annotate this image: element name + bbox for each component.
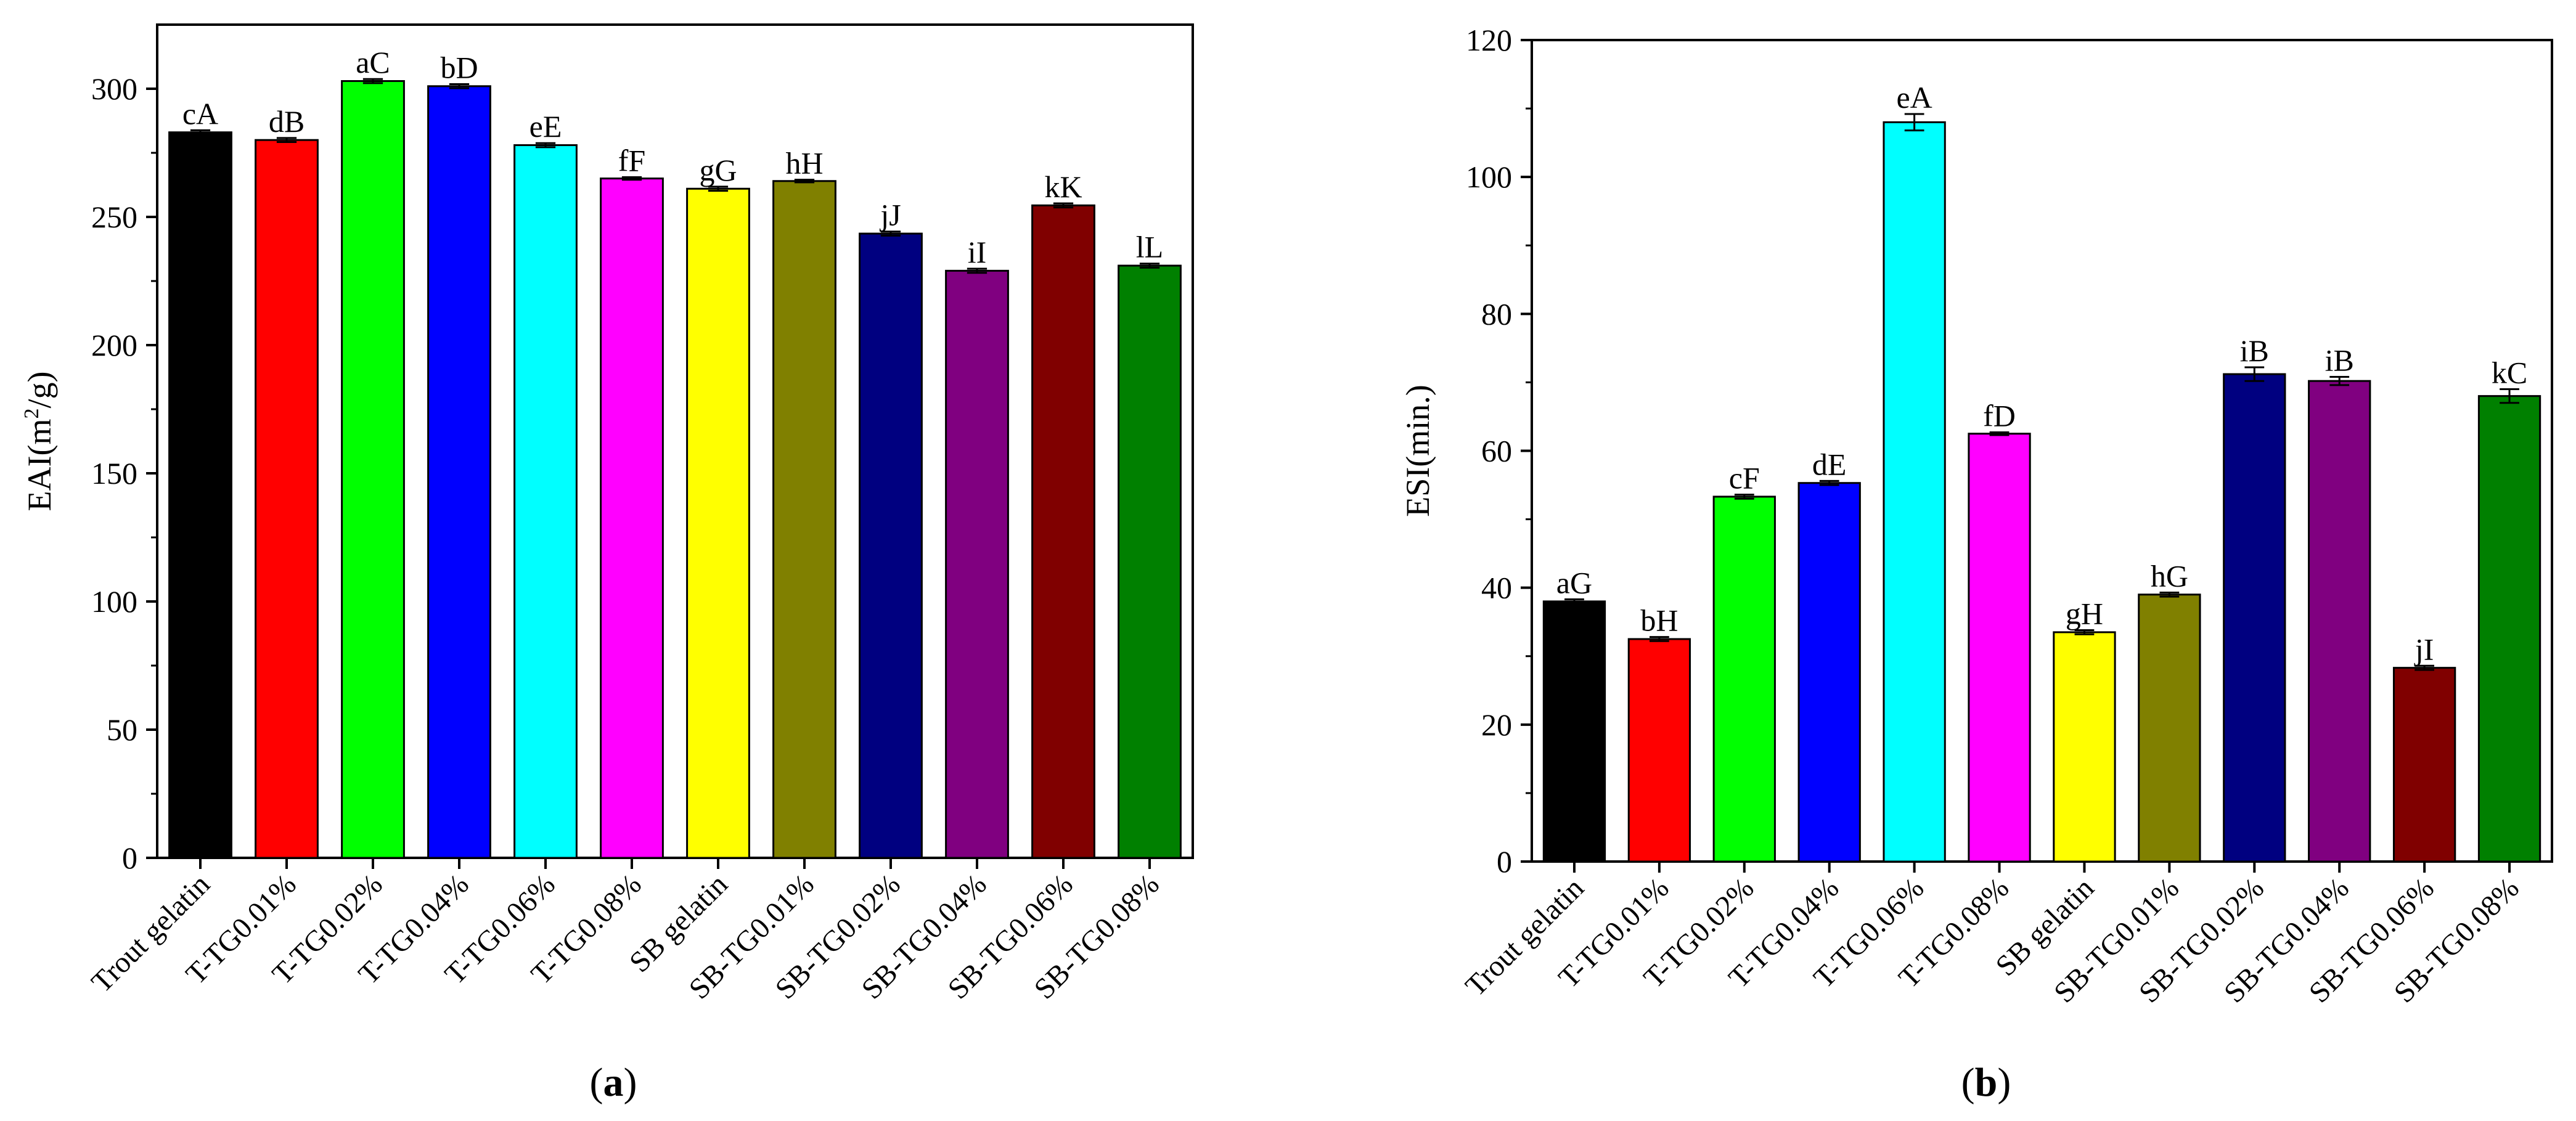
panel-a-y-tick-label: 0 (122, 841, 137, 875)
panel-b-significance-label: bH (1640, 603, 1678, 638)
panel-a-bar (1031, 204, 1095, 859)
panel-a-significance-label: iI (968, 235, 987, 269)
panel-b-y-tick-label: 0 (1497, 844, 1512, 879)
panel-a-y-axis-title: EAI(m2/g) (20, 372, 58, 512)
panel-b-bar (2223, 373, 2286, 863)
panel-b-label: (b) (1961, 1060, 2011, 1105)
panel-b-y-tick-label: 120 (1466, 23, 1512, 57)
panel-a-significance-label: cA (182, 96, 218, 131)
panel-b-significance-label: jI (2414, 632, 2434, 666)
panel-a-bar (255, 139, 319, 859)
panel-a-significance-label: lL (1136, 230, 1163, 264)
panel-a-significance-label: kK (1044, 169, 1082, 204)
panel-a-significance-label: gG (699, 153, 737, 187)
panel-a-significance-label: fF (618, 144, 645, 178)
panel-a-y-tick-label: 150 (91, 456, 137, 491)
panel-a-bar (513, 144, 578, 859)
panel-b-y-tick-label: 40 (1481, 571, 1512, 605)
panel-a-bar (772, 180, 836, 859)
panel-a-significance-label: jJ (879, 198, 901, 232)
panel-b-significance-label: gH (2066, 597, 2103, 631)
panel-a-significance-label: hH (785, 146, 823, 181)
panel-b-bar (2138, 593, 2201, 863)
panel-b-y-tick-label: 80 (1481, 296, 1512, 331)
panel-a-significance-label: bD (440, 51, 478, 85)
panel-a-bar (686, 187, 750, 859)
panel-b-bar (2392, 667, 2456, 863)
panel-b-bar (1883, 121, 1946, 863)
panel-a-bar (859, 232, 923, 859)
panel-a-y-tick-label: 250 (91, 200, 137, 234)
panel-b-bar (1797, 482, 1861, 863)
panel-a-significance-label: aC (356, 45, 390, 79)
panel-b-bar (2477, 395, 2541, 863)
panel-b-bar (1968, 433, 2031, 863)
panel-b-bar (1712, 495, 1776, 863)
panel-a-significance-label: dB (269, 104, 305, 139)
panel-a-label: (a) (590, 1060, 637, 1105)
panel-b-significance-label: kC (2492, 356, 2527, 390)
panel-a-y-tick-label: 50 (107, 712, 137, 747)
panel-b-significance-label: iB (2325, 343, 2354, 378)
panel-b-significance-label: dE (1812, 447, 1847, 481)
panel-b-significance-label: aG (1556, 566, 1592, 600)
panel-a-bar (945, 269, 1009, 859)
panel-a-bar (168, 131, 232, 859)
panel-a-y-tick-label: 100 (91, 584, 137, 619)
panel-b-y-axis-title: ESI(min.) (1399, 385, 1436, 516)
panel-a-bar (600, 177, 664, 859)
panel-b-significance-label: cF (1729, 461, 1760, 495)
panel-a-bar (1118, 264, 1182, 859)
panel-a-bar (341, 80, 405, 859)
panel-b-bar (2053, 631, 2116, 863)
panel-a-plot-frame (156, 23, 1194, 859)
panel-b-bar (2308, 380, 2371, 863)
panel-a-bar (427, 85, 491, 859)
panel-b-significance-label: fD (1983, 399, 2016, 433)
panel-a-y-tick-label: 200 (91, 328, 137, 362)
panel-a-significance-label: eE (530, 109, 562, 144)
panel-b-significance-label: iB (2240, 333, 2269, 368)
panel-a-y-tick-label: 300 (91, 71, 137, 106)
panel-b-significance-label: eA (1896, 80, 1932, 115)
panel-b-y-tick-label: 20 (1481, 707, 1512, 742)
panel-b-y-tick-label: 60 (1481, 434, 1512, 468)
panel-b-y-tick-label: 100 (1466, 160, 1512, 194)
panel-b-bar (1542, 600, 1606, 863)
panel-b-bar (1627, 638, 1691, 863)
panel-b-significance-label: hG (2151, 558, 2188, 593)
